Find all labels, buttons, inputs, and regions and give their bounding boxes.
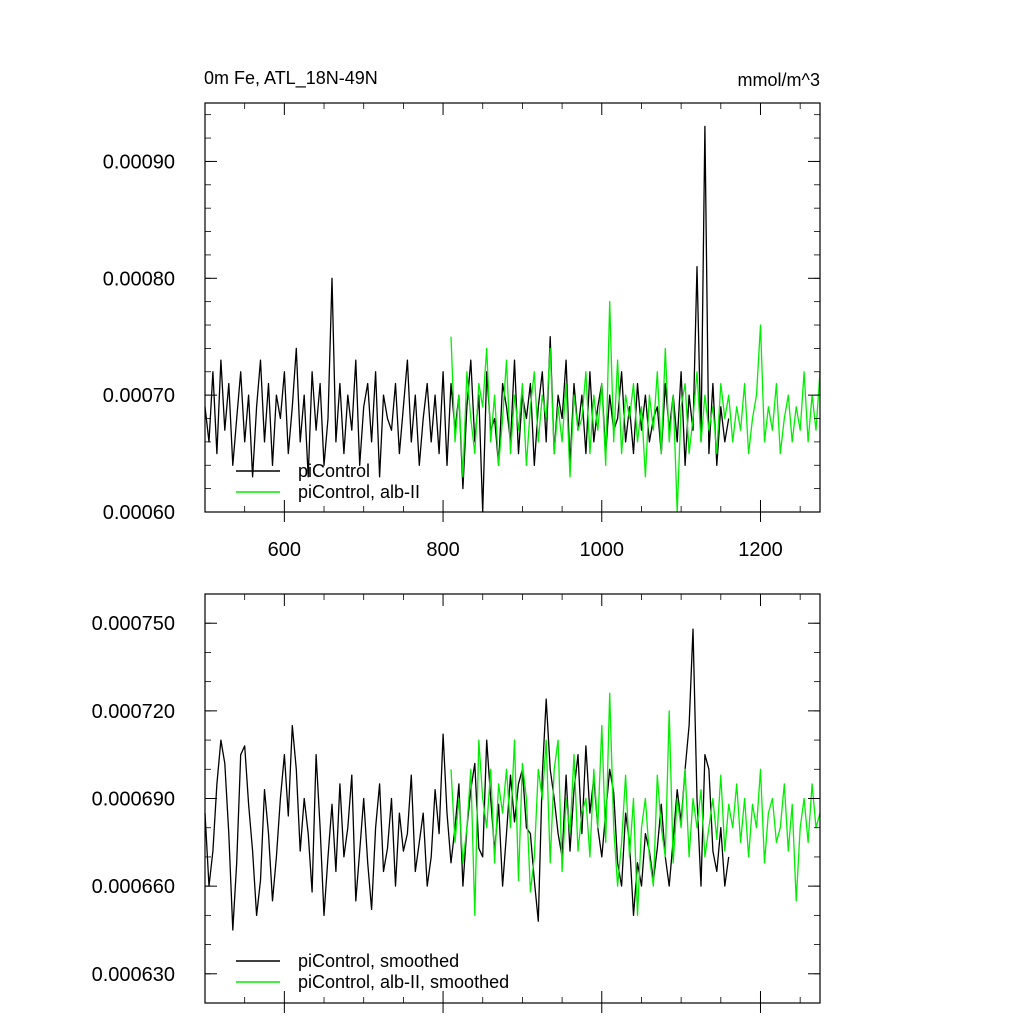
chart-title: 0m Fe, ATL_18N-49N (204, 68, 378, 89)
plot-frame (204, 102, 821, 513)
top-panel: 0m Fe, ATL_18N-49N mmol/m^3 0.000600.000… (103, 68, 821, 561)
x-tick-label: 600 (268, 539, 301, 561)
x-tick-label: 800 (426, 539, 459, 561)
bottom-axes: 0.000630 0.000660 0.000690 0.000720 0.000750 (92, 593, 821, 1013)
x-tick-label: 1200 (738, 539, 783, 561)
y-tick-label: 0.000720 (92, 701, 175, 723)
series-line-1 (204, 628, 730, 931)
legend-label: piControl, alb-II, smoothed (298, 972, 509, 992)
y-tick-label: 0.000690 (92, 789, 175, 811)
y-tick-label: 0.000660 (92, 876, 175, 898)
y-tick-label: 0.000630 (92, 964, 175, 986)
series-line-2 (450, 301, 821, 513)
y-tick-label: 0.00080 (103, 268, 175, 290)
x-tick-label: 1000 (580, 539, 625, 561)
top-axes: 0.00060 0.00070 0.00080 0.00090 600 800 1000 12… (103, 102, 821, 561)
y-tick-label: 0.00060 (103, 502, 175, 524)
y-tick-label: 0.000750 (92, 613, 175, 635)
y-tick-label: 0.00070 (103, 385, 175, 407)
bottom-series-layer (204, 628, 821, 931)
top-series-layer (204, 125, 821, 513)
units-label: mmol/m^3 (738, 70, 820, 90)
legend-label: piControl, alb-II (298, 482, 420, 502)
y-tick-label: 0.00090 (103, 151, 175, 173)
legend-label: piControl (298, 461, 370, 481)
legend-label: piControl, smoothed (298, 951, 459, 971)
bottom-panel: 0.000630 0.000660 0.000690 0.000720 0.000750… (92, 593, 821, 1013)
series-line-2 (450, 692, 821, 917)
series-line-1 (204, 125, 730, 513)
